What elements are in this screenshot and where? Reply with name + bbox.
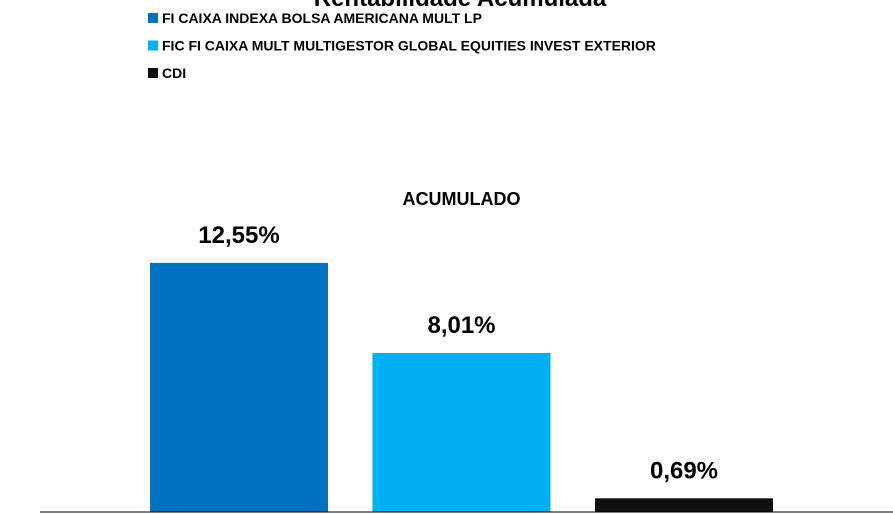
legend-label: CDI <box>162 65 186 81</box>
legend-label: FI CAIXA INDEXA BOLSA AMERICANA MULT LP <box>162 10 482 26</box>
value-label: 12,55% <box>198 222 279 249</box>
value-label: 0,69% <box>650 457 718 484</box>
legend-label: FIC FI CAIXA MULT MULTIGESTOR GLOBAL EQU… <box>162 38 656 54</box>
legend-swatch <box>148 68 158 78</box>
legend-swatch <box>148 40 158 51</box>
category-label: ACUMULADO <box>403 189 521 209</box>
legend-swatch <box>148 13 158 23</box>
bar <box>372 353 551 512</box>
bar <box>595 498 773 512</box>
value-label: 8,01% <box>427 312 495 339</box>
chart-title: Rentabilidade Acumulada <box>314 0 607 12</box>
bar <box>150 262 328 512</box>
